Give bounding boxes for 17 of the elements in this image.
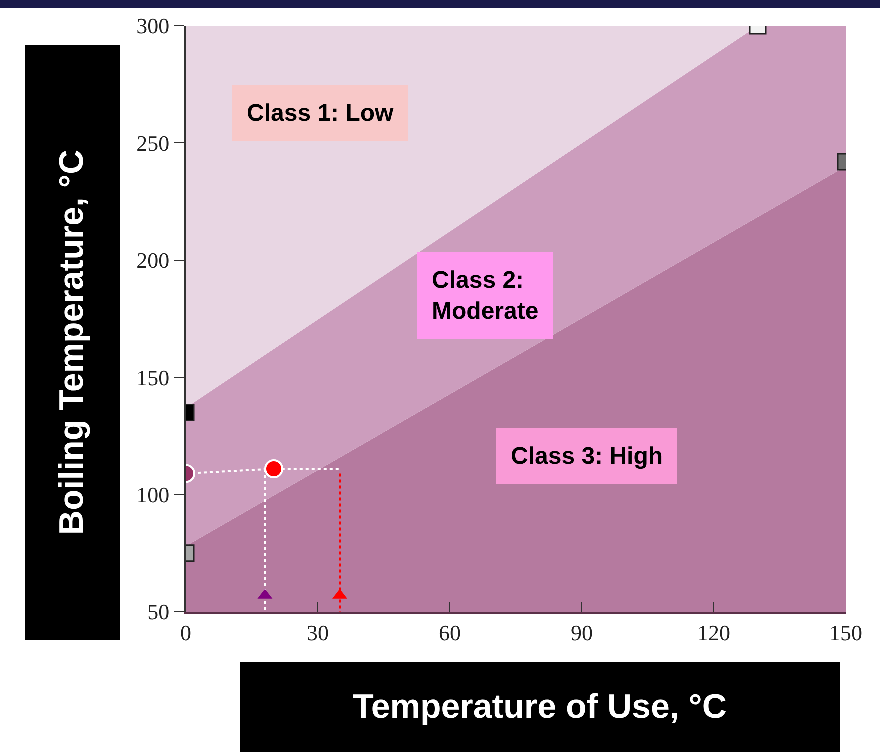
y-tick-label: 50	[148, 600, 170, 625]
x-tick-label: 60	[439, 620, 461, 646]
y-tick-label: 250	[136, 130, 170, 156]
y-tick-label: 150	[136, 365, 170, 390]
annotation: Class 1: Low	[247, 100, 394, 127]
y-axis-title: Boiling Temperature, °C	[53, 150, 92, 536]
x-tick-label: 0	[180, 620, 192, 646]
y-tick-label: 100	[136, 482, 170, 508]
x-tick-label: 120	[698, 620, 730, 646]
x-tick-label: 90	[571, 620, 593, 646]
y-tick-label: 300	[136, 14, 170, 39]
annotation: Class 3: High	[511, 443, 664, 470]
x-tick-label: 150	[830, 620, 862, 646]
x-tick-label: 30	[307, 620, 329, 646]
y-tick-label: 200	[136, 248, 170, 274]
annotation: Class 2: Moderate	[432, 267, 539, 326]
x-axis-title: Temperature of Use, °C	[240, 662, 840, 752]
